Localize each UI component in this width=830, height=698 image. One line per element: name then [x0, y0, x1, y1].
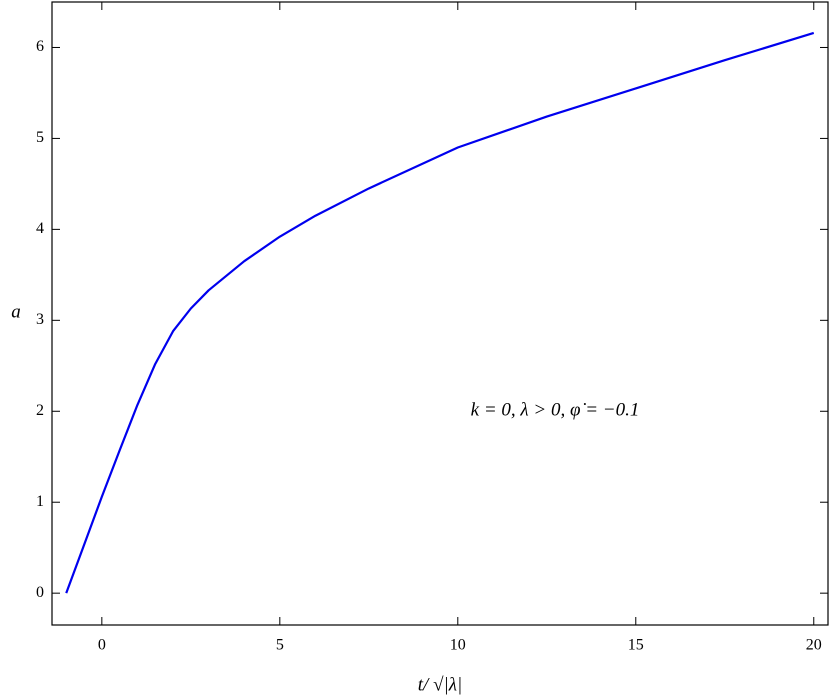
y-tick-label: 4	[36, 220, 44, 237]
x-tick-label: 5	[276, 637, 284, 654]
y-tick-label: 0	[36, 584, 44, 601]
annotation: k = 0, λ > 0, φ̇ = −0.1	[471, 399, 640, 420]
y-axis-label: a	[11, 301, 21, 322]
plot-frame	[51, 1, 829, 626]
y-tick-label: 6	[36, 38, 44, 55]
x-tick-label: 10	[450, 637, 466, 654]
x-tick-label: 20	[806, 637, 822, 654]
y-tick-label: 2	[36, 402, 44, 419]
y-tick-label: 3	[36, 311, 44, 328]
x-tick-label: 15	[628, 637, 644, 654]
y-tick-label: 1	[36, 493, 44, 510]
y-tick-label: 5	[36, 129, 44, 146]
x-tick-label: 0	[98, 637, 106, 654]
data-line	[65, 31, 815, 594]
x-axis-label: t/ √|λ|	[418, 674, 462, 695]
